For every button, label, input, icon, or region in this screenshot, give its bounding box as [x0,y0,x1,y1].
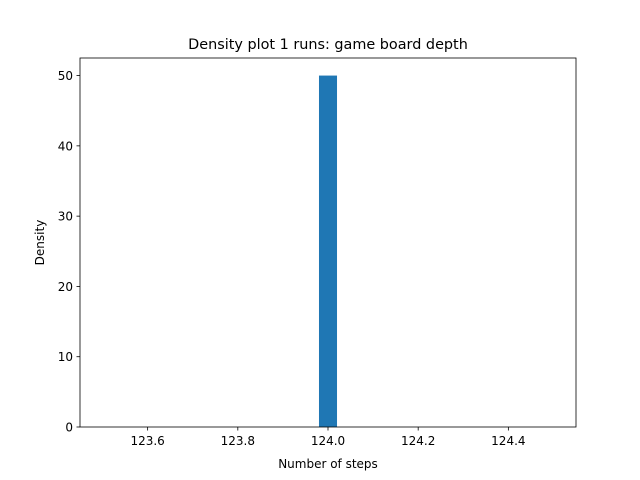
bars-group [318,75,338,428]
chart-title: Density plot 1 runs: game board depth [188,37,468,53]
y-tick-label: 30 [58,210,73,224]
y-tick-label: 40 [58,139,73,153]
y-tick-label: 50 [58,69,73,83]
x-tick-label: 124.4 [491,434,525,448]
x-tick-label: 123.6 [130,434,164,448]
y-axis-ticks: 0 10 20 30 40 50 [58,69,80,435]
x-tick-label: 123.8 [221,434,255,448]
y-tick-label: 0 [65,421,73,435]
x-tick-label: 124.0 [311,434,345,448]
y-axis-label: Density [33,220,47,266]
x-axis-label: Number of steps [278,457,378,471]
y-tick-label: 10 [58,350,73,364]
plot-frame [79,57,577,428]
x-tick-label: 124.2 [401,434,435,448]
histogram-bar-0 [318,75,338,428]
x-axis-ticks: 123.6 123.8 124.0 124.2 124.4 [130,427,526,448]
y-tick-label: 20 [58,280,73,294]
